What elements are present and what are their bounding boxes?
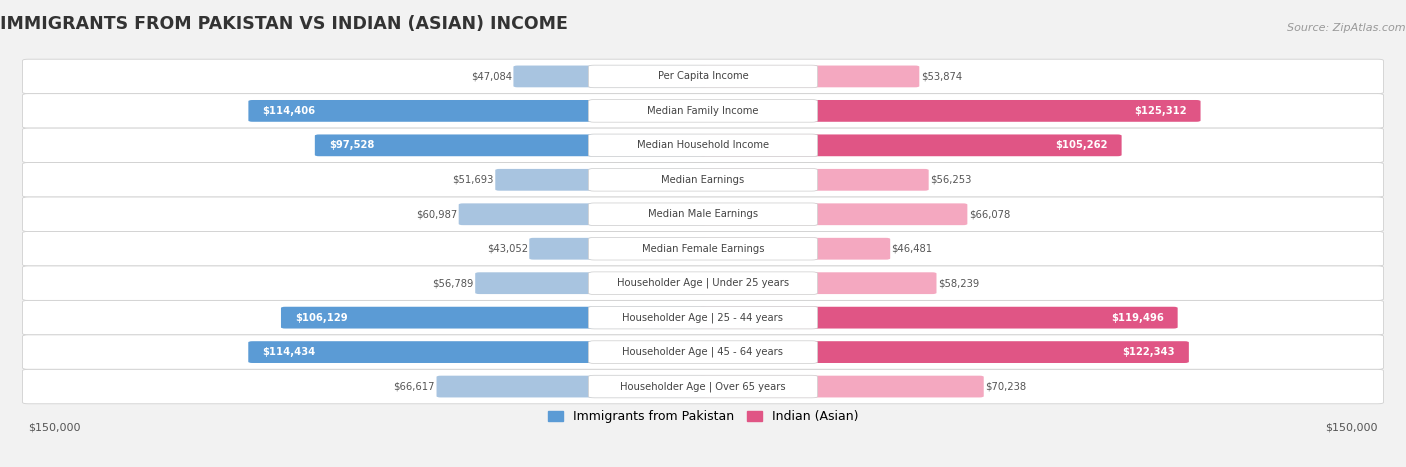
- FancyBboxPatch shape: [588, 272, 818, 295]
- Text: $43,052: $43,052: [486, 244, 527, 254]
- FancyBboxPatch shape: [588, 341, 818, 363]
- FancyBboxPatch shape: [588, 99, 818, 122]
- FancyBboxPatch shape: [22, 300, 1384, 335]
- Text: Householder Age | 45 - 64 years: Householder Age | 45 - 64 years: [623, 347, 783, 357]
- Text: Median Earnings: Median Earnings: [661, 175, 745, 185]
- FancyBboxPatch shape: [588, 203, 818, 226]
- Text: $106,129: $106,129: [295, 312, 347, 323]
- FancyBboxPatch shape: [513, 65, 707, 87]
- Text: $53,874: $53,874: [921, 71, 962, 81]
- FancyBboxPatch shape: [699, 341, 1189, 363]
- Text: $60,987: $60,987: [416, 209, 457, 219]
- Text: Source: ZipAtlas.com: Source: ZipAtlas.com: [1288, 23, 1406, 33]
- Text: $122,343: $122,343: [1122, 347, 1175, 357]
- Text: $114,406: $114,406: [263, 106, 315, 116]
- Text: $105,262: $105,262: [1054, 141, 1108, 150]
- FancyBboxPatch shape: [699, 307, 1178, 328]
- FancyBboxPatch shape: [22, 266, 1384, 300]
- Text: Median Household Income: Median Household Income: [637, 141, 769, 150]
- Text: $70,238: $70,238: [986, 382, 1026, 391]
- Text: $66,617: $66,617: [394, 382, 434, 391]
- Legend: Immigrants from Pakistan, Indian (Asian): Immigrants from Pakistan, Indian (Asian): [543, 405, 863, 428]
- FancyBboxPatch shape: [315, 134, 707, 156]
- FancyBboxPatch shape: [588, 375, 818, 398]
- FancyBboxPatch shape: [22, 94, 1384, 128]
- FancyBboxPatch shape: [475, 272, 707, 294]
- FancyBboxPatch shape: [458, 203, 707, 225]
- FancyBboxPatch shape: [529, 238, 707, 260]
- FancyBboxPatch shape: [22, 128, 1384, 163]
- Text: Per Capita Income: Per Capita Income: [658, 71, 748, 81]
- Text: $66,078: $66,078: [969, 209, 1010, 219]
- FancyBboxPatch shape: [699, 134, 1122, 156]
- FancyBboxPatch shape: [699, 100, 1201, 122]
- Text: IMMIGRANTS FROM PAKISTAN VS INDIAN (ASIAN) INCOME: IMMIGRANTS FROM PAKISTAN VS INDIAN (ASIA…: [0, 14, 568, 33]
- Text: Median Female Earnings: Median Female Earnings: [641, 244, 765, 254]
- Text: $47,084: $47,084: [471, 71, 512, 81]
- FancyBboxPatch shape: [249, 100, 707, 122]
- FancyBboxPatch shape: [699, 169, 929, 191]
- Text: Median Male Earnings: Median Male Earnings: [648, 209, 758, 219]
- Text: Householder Age | 25 - 44 years: Householder Age | 25 - 44 years: [623, 312, 783, 323]
- FancyBboxPatch shape: [495, 169, 707, 191]
- Text: $56,789: $56,789: [433, 278, 474, 288]
- FancyBboxPatch shape: [588, 237, 818, 260]
- Text: $114,434: $114,434: [263, 347, 315, 357]
- Text: $150,000: $150,000: [1326, 422, 1378, 432]
- FancyBboxPatch shape: [588, 134, 818, 156]
- FancyBboxPatch shape: [588, 169, 818, 191]
- FancyBboxPatch shape: [588, 65, 818, 88]
- FancyBboxPatch shape: [699, 65, 920, 87]
- Text: $125,312: $125,312: [1133, 106, 1187, 116]
- Text: Householder Age | Over 65 years: Householder Age | Over 65 years: [620, 382, 786, 392]
- Text: $97,528: $97,528: [329, 141, 374, 150]
- FancyBboxPatch shape: [22, 232, 1384, 266]
- FancyBboxPatch shape: [699, 272, 936, 294]
- FancyBboxPatch shape: [22, 369, 1384, 404]
- FancyBboxPatch shape: [249, 341, 707, 363]
- Text: Householder Age | Under 25 years: Householder Age | Under 25 years: [617, 278, 789, 289]
- Text: $46,481: $46,481: [891, 244, 932, 254]
- FancyBboxPatch shape: [699, 203, 967, 225]
- Text: Median Family Income: Median Family Income: [647, 106, 759, 116]
- Text: $51,693: $51,693: [453, 175, 494, 185]
- Text: $150,000: $150,000: [28, 422, 80, 432]
- FancyBboxPatch shape: [22, 335, 1384, 369]
- FancyBboxPatch shape: [22, 197, 1384, 232]
- Text: $119,496: $119,496: [1111, 312, 1164, 323]
- FancyBboxPatch shape: [588, 306, 818, 329]
- FancyBboxPatch shape: [281, 307, 707, 328]
- FancyBboxPatch shape: [699, 375, 984, 397]
- FancyBboxPatch shape: [22, 59, 1384, 94]
- FancyBboxPatch shape: [699, 238, 890, 260]
- FancyBboxPatch shape: [436, 375, 707, 397]
- FancyBboxPatch shape: [22, 163, 1384, 197]
- Text: $58,239: $58,239: [938, 278, 979, 288]
- Text: $56,253: $56,253: [931, 175, 972, 185]
